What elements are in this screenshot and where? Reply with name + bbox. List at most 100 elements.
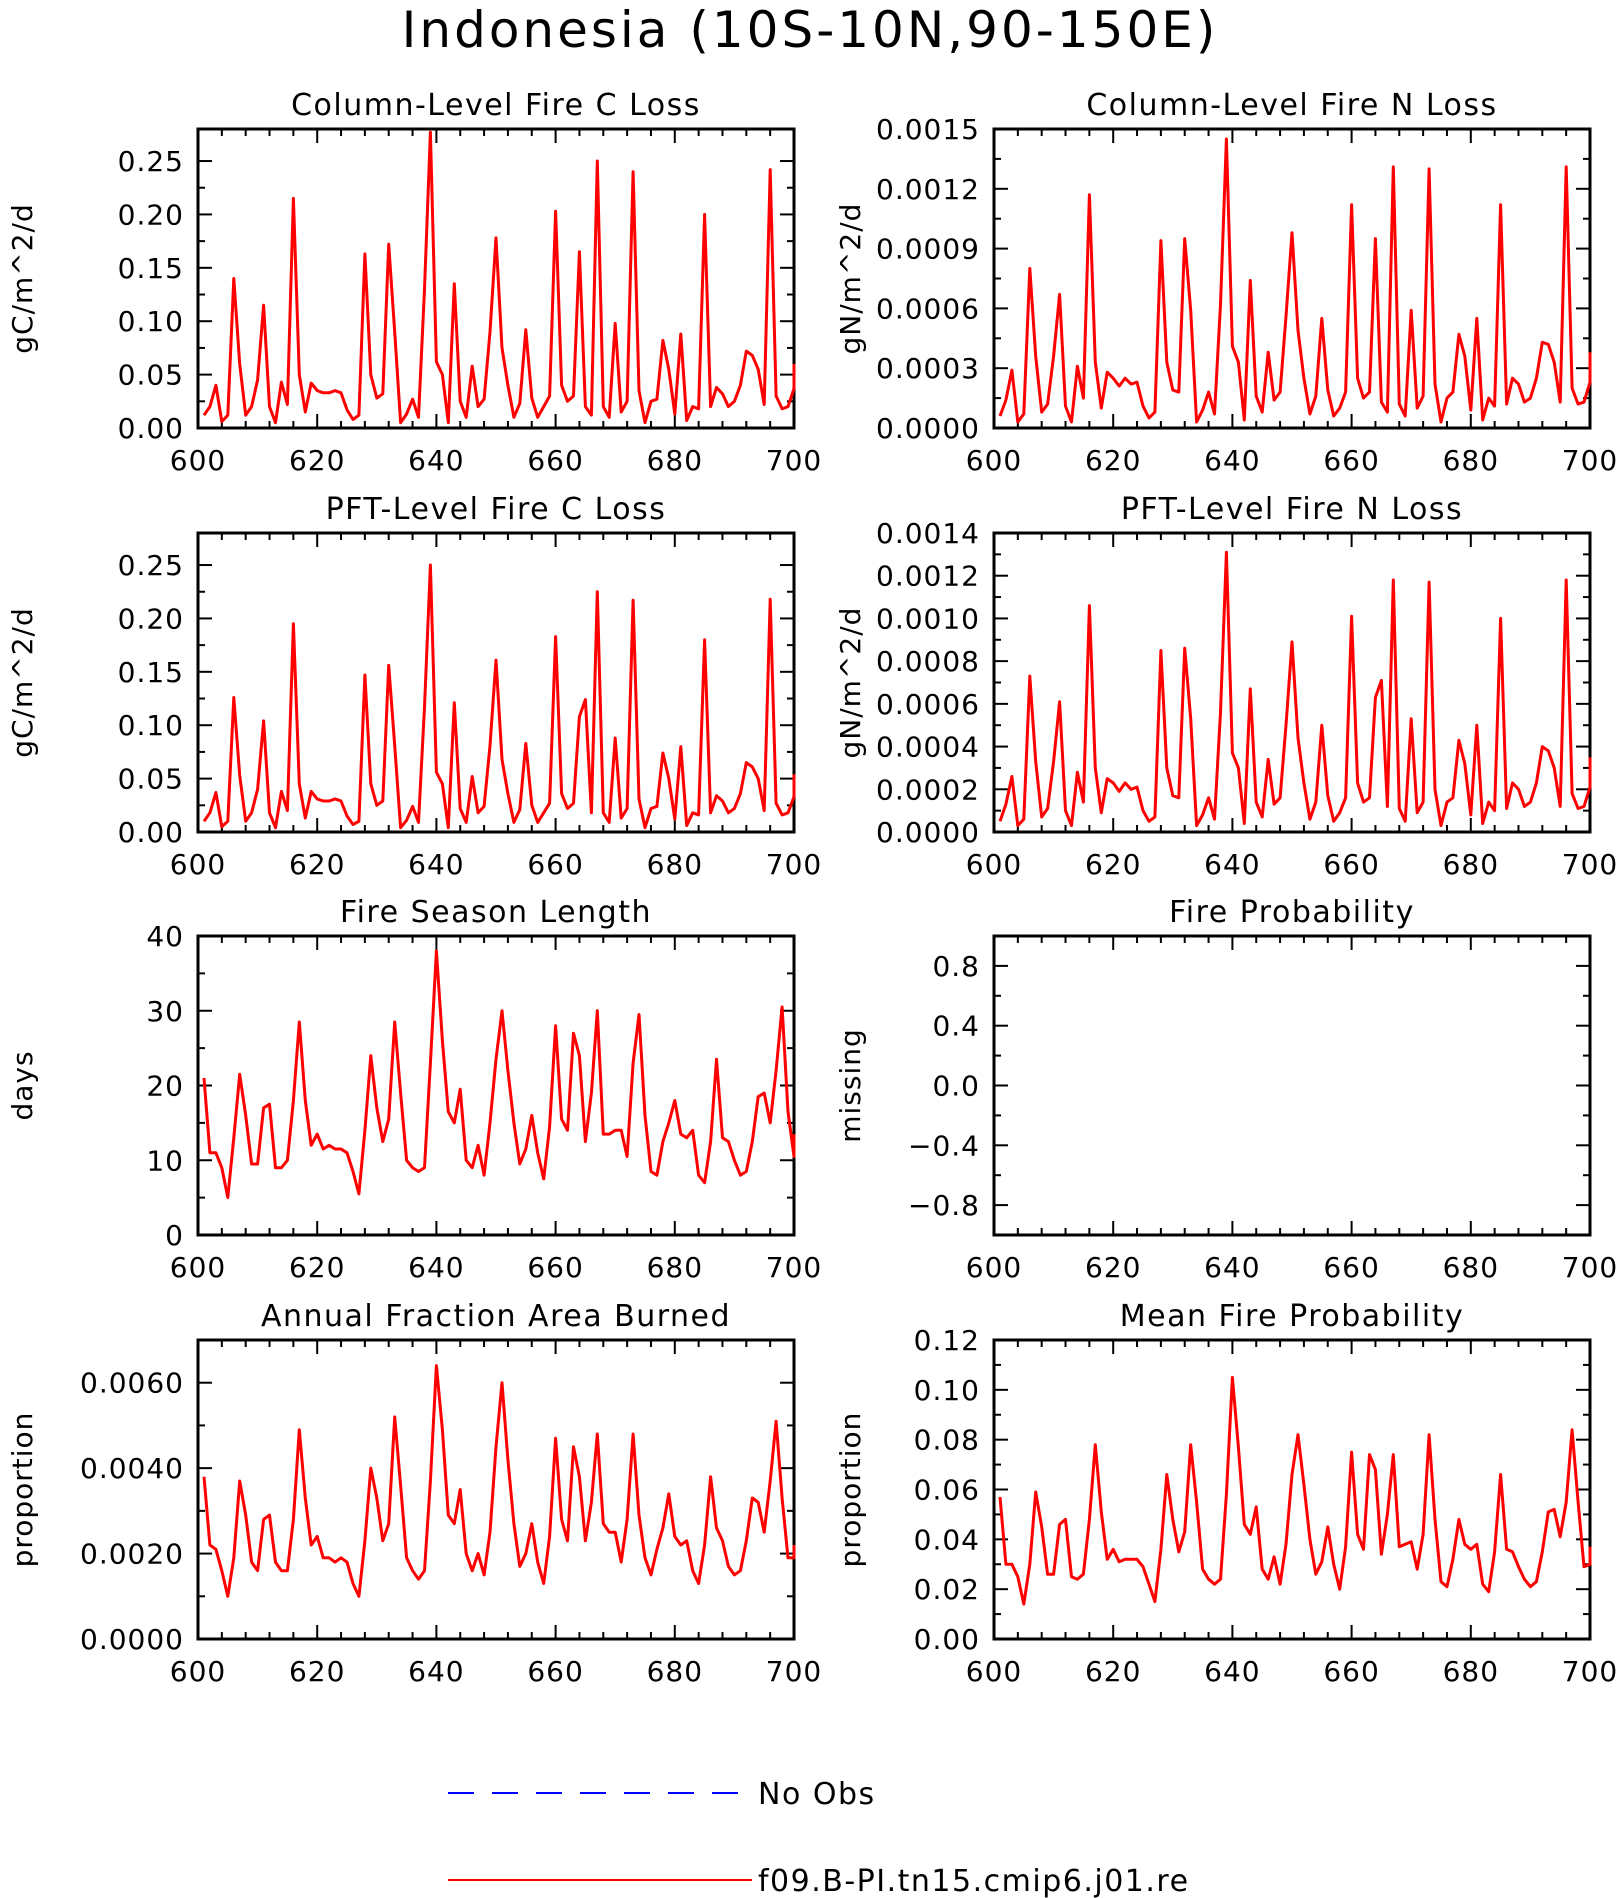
y-tick-label: 0.00: [118, 816, 184, 849]
series-line-0: [202, 563, 796, 830]
y-axis-label: days: [6, 1050, 39, 1120]
x-tick-label: 660: [527, 444, 583, 477]
x-tick-label: 620: [1085, 1655, 1141, 1688]
y-tick-label: 0.02: [914, 1573, 980, 1606]
series-line-0: [202, 1364, 796, 1598]
x-tick-label: 620: [289, 444, 345, 477]
y-axis-label: gC/m^2/d: [6, 203, 39, 354]
x-tick-label: 660: [1323, 1251, 1379, 1284]
y-tick-label: 30: [146, 995, 184, 1028]
y-tick-label: 0.0: [932, 1070, 980, 1103]
y-tick-label: 0.10: [914, 1374, 980, 1407]
y-tick-label: 0.00: [118, 412, 184, 445]
x-tick-label: 680: [1443, 1655, 1499, 1688]
x-tick-label: 600: [170, 848, 226, 881]
y-tick-label: 0.0020: [80, 1538, 184, 1571]
series-line-0: [202, 949, 796, 1200]
x-tick-label: 600: [966, 444, 1022, 477]
y-axis-label: gN/m^2/d: [834, 607, 867, 759]
x-tick-label: 680: [1443, 848, 1499, 881]
panel-col-c: Column-Level Fire C Loss gC/m^2/d 600 620 64…: [6, 88, 822, 477]
y-tick-label: 0.0006: [876, 292, 980, 325]
y-tick-label: 10: [146, 1144, 184, 1177]
y-axis-label: gN/m^2/d: [834, 203, 867, 355]
x-tick-label: 640: [408, 1655, 464, 1688]
x-tick-label: 680: [647, 1655, 703, 1688]
y-tick-label: 0.0003: [876, 352, 980, 385]
x-tick-label: 700: [766, 1251, 822, 1284]
panel-title: Column-Level Fire C Loss: [291, 88, 701, 123]
panel-title: Mean Fire Probability: [1120, 1299, 1464, 1334]
x-tick-label: 680: [1443, 444, 1499, 477]
x-tick-label: 700: [766, 848, 822, 881]
x-tick-label: 600: [966, 1251, 1022, 1284]
plot-frame: [196, 127, 796, 430]
series-line-0: [998, 550, 1592, 828]
y-tick-label: 0.0009: [876, 233, 980, 266]
figure-title: Indonesia (10S-10N,90-150E): [402, 1, 1219, 59]
panel-season: Fire Season Length days 600 620 640 660 680 700…: [6, 895, 822, 1284]
y-tick-label: 0.4: [932, 1010, 980, 1043]
y-tick-label: 0.0060: [80, 1367, 184, 1400]
x-tick-label: 620: [1085, 444, 1141, 477]
x-tick-label: 640: [1204, 1655, 1260, 1688]
y-tick-label: 0.0040: [80, 1452, 184, 1485]
panel-mean-prob: Mean Fire Probability proportion 600 620 640…: [834, 1299, 1618, 1688]
panel-title: Fire Season Length: [340, 895, 652, 930]
y-axis-label: proportion: [6, 1412, 39, 1568]
y-tick-label: 0.0004: [876, 731, 980, 764]
y-tick-label: 0.8: [932, 950, 980, 983]
x-tick-label: 700: [1562, 444, 1618, 477]
x-tick-label: 700: [766, 1655, 822, 1688]
x-tick-label: 660: [527, 1655, 583, 1688]
legend: No Obs f09.B-PI.tn15.cmip6.j01.re: [448, 1777, 1188, 1898]
panel-pft-c: PFT-Level Fire C Loss gC/m^2/d 600 620 640 66…: [6, 492, 822, 881]
x-tick-label: 620: [289, 848, 345, 881]
x-tick-label: 680: [647, 1251, 703, 1284]
y-tick-label: 0.0002: [876, 773, 980, 806]
y-tick-label: 0.0010: [876, 602, 980, 635]
x-tick-label: 640: [1204, 444, 1260, 477]
x-tick-label: 700: [1562, 1655, 1618, 1688]
y-tick-label: 20: [146, 1070, 184, 1103]
x-tick-label: 680: [1443, 1251, 1499, 1284]
y-tick-label: 0.04: [914, 1523, 980, 1556]
y-tick-label: 40: [146, 920, 184, 953]
x-tick-label: 700: [766, 444, 822, 477]
x-tick-label: 640: [408, 444, 464, 477]
y-tick-label: 0.25: [118, 145, 184, 178]
panel-col-n: Column-Level Fire N Loss gN/m^2/d 600 620 64…: [834, 88, 1618, 477]
series-line-0: [202, 130, 796, 425]
y-tick-label: −0.8: [908, 1189, 980, 1222]
series-line-0: [998, 1375, 1592, 1606]
plot-frame: [196, 1338, 796, 1641]
y-tick-label: 0.0000: [876, 816, 980, 849]
x-tick-label: 660: [527, 848, 583, 881]
panel-title: PFT-Level Fire C Loss: [326, 492, 667, 527]
x-tick-label: 600: [170, 1655, 226, 1688]
x-tick-label: 600: [966, 1655, 1022, 1688]
y-tick-label: 0.20: [118, 198, 184, 231]
y-tick-label: 0.15: [118, 656, 184, 689]
panel-title: PFT-Level Fire N Loss: [1121, 492, 1463, 527]
y-tick-label: 0.12: [914, 1324, 980, 1357]
plot-frame: [196, 531, 796, 834]
panels: Column-Level Fire C Loss gC/m^2/d 600 620 64…: [6, 88, 1618, 1688]
x-tick-label: 680: [647, 848, 703, 881]
panel-title: Annual Fraction Area Burned: [261, 1299, 731, 1334]
x-tick-label: 680: [647, 444, 703, 477]
y-tick-label: 0.0006: [876, 688, 980, 721]
panel-prob: Fire Probability missing 600 620 640 660 680 70…: [834, 895, 1617, 1284]
y-tick-label: 0.0000: [80, 1623, 184, 1656]
x-tick-label: 640: [408, 848, 464, 881]
x-tick-label: 660: [527, 1251, 583, 1284]
panel-pft-n: PFT-Level Fire N Loss gN/m^2/d 600 620 640 66…: [834, 492, 1617, 881]
y-tick-label: 0.0012: [876, 560, 980, 593]
x-tick-label: 600: [170, 1251, 226, 1284]
x-tick-label: 660: [1323, 848, 1379, 881]
y-tick-label: 0.0008: [876, 645, 980, 678]
y-axis-label: gC/m^2/d: [6, 607, 39, 758]
x-tick-label: 620: [1085, 848, 1141, 881]
x-tick-label: 620: [289, 1655, 345, 1688]
panel-area: Annual Fraction Area Burned proportion 600…: [6, 1299, 822, 1688]
